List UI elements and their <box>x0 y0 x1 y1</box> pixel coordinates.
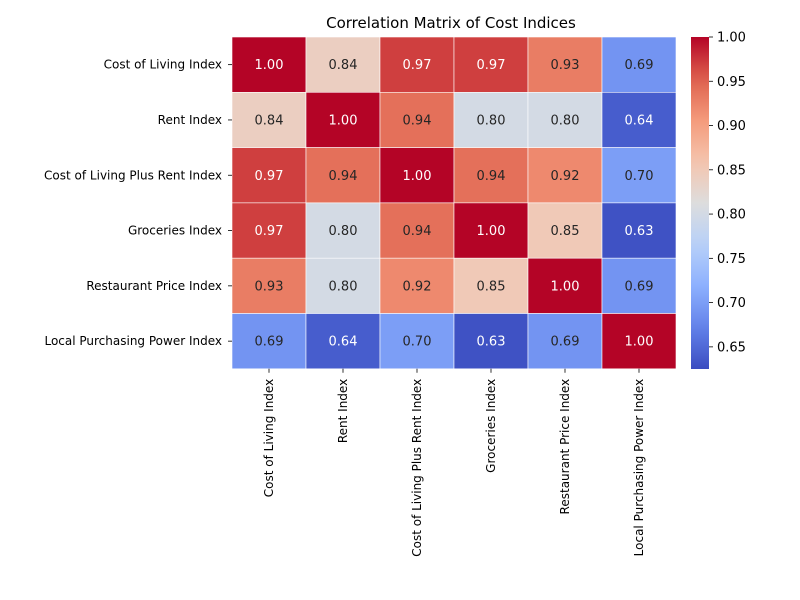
cell-value-label: 0.64 <box>329 335 358 350</box>
y-tick-label: Rent Index <box>158 113 222 127</box>
heatmap-cell <box>231 257 307 314</box>
cell-value-label: 0.69 <box>625 58 654 73</box>
colorbar-tick-label: 0.75 <box>717 252 746 267</box>
heatmap-cell <box>305 92 381 148</box>
cell-value-label: 0.80 <box>329 224 358 239</box>
cell-value-label: 0.63 <box>477 335 506 350</box>
heatmap-cell <box>527 313 603 370</box>
y-tick-label: Cost of Living Index <box>104 58 222 72</box>
heatmap-cells: 1.00 0.84 0.97 0.97 0.93 0.69 0.84 1.00 0.94 0.80… <box>231 36 677 370</box>
heatmap-cell <box>601 313 677 370</box>
cell-value-label: 1.00 <box>255 58 284 73</box>
cell-value-label: 0.92 <box>551 169 580 184</box>
cell-value-label: 0.80 <box>329 279 358 294</box>
heatmap-cell <box>379 202 455 259</box>
cell-value-label: 0.97 <box>255 224 284 239</box>
heatmap-cell <box>305 36 381 93</box>
cell-value-label: 1.00 <box>403 169 432 184</box>
heatmap-cell <box>601 36 677 93</box>
cell-value-label: 1.00 <box>625 335 654 350</box>
cell-value-label: 0.80 <box>477 113 506 128</box>
y-tick-label: Groceries Index <box>128 224 222 238</box>
chart-title: Correlation Matrix of Cost Indices <box>326 14 576 32</box>
heatmap-cell <box>527 36 603 93</box>
cell-value-label: 0.94 <box>403 113 432 128</box>
heatmap-cell <box>601 257 677 314</box>
heatmap-cell <box>231 313 307 370</box>
cell-value-label: 0.69 <box>625 279 654 294</box>
colorbar: 0.65 0.70 0.75 0.80 0.85 0.90 0.95 1.00 <box>691 31 746 369</box>
heatmap-cell <box>527 257 603 314</box>
y-tick-labels: Cost of Living Index Rent Index Cost of Li… <box>44 58 232 348</box>
cell-value-label: 0.92 <box>403 279 432 294</box>
x-tick-label: Groceries Index <box>484 379 498 473</box>
cell-value-label: 0.93 <box>551 58 580 73</box>
cell-value-label: 0.80 <box>551 113 580 128</box>
colorbar-tick-label: 0.70 <box>717 296 746 311</box>
x-tick-label: Restaurant Price Index <box>558 379 572 515</box>
x-tick-label: Rent Index <box>336 379 350 443</box>
cell-value-label: 0.97 <box>255 169 284 184</box>
heatmap-cell <box>453 257 529 314</box>
heatmap-cell <box>231 36 307 93</box>
cell-value-label: 0.97 <box>403 58 432 73</box>
cell-value-label: 0.70 <box>625 169 654 184</box>
heatmap-cell <box>601 92 677 148</box>
heatmap-cell <box>527 202 603 259</box>
heatmap-cell <box>453 92 529 148</box>
cell-value-label: 0.84 <box>329 58 358 73</box>
heatmap-cell <box>231 147 307 204</box>
cell-value-label: 0.94 <box>329 169 358 184</box>
cell-value-label: 1.00 <box>477 224 506 239</box>
cell-value-label: 1.00 <box>551 279 580 294</box>
cell-value-label: 1.00 <box>329 113 358 128</box>
cell-value-label: 0.97 <box>477 58 506 73</box>
heatmap-cell <box>453 147 529 204</box>
cell-value-label: 0.69 <box>551 335 580 350</box>
colorbar-tick-label: 0.85 <box>717 163 746 178</box>
cell-value-label: 0.85 <box>551 224 580 239</box>
heatmap-cell <box>379 257 455 314</box>
cell-value-label: 0.94 <box>477 169 506 184</box>
colorbar-tick-label: 0.95 <box>717 75 746 90</box>
y-tick-label: Local Purchasing Power Index <box>44 334 222 348</box>
x-tick-label: Cost of Living Plus Rent Index <box>410 379 424 557</box>
x-tick-label: Local Purchasing Power Index <box>632 379 646 557</box>
colorbar-tick-label: 1.00 <box>717 31 746 46</box>
cell-value-label: 0.94 <box>403 224 432 239</box>
y-tick-label: Cost of Living Plus Rent Index <box>44 168 222 182</box>
colorbar-tick-label: 0.65 <box>717 340 746 355</box>
heatmap-cell <box>231 202 307 259</box>
cell-value-label: 0.93 <box>255 279 284 294</box>
cell-value-label: 0.69 <box>255 335 284 350</box>
heatmap-cell <box>379 147 455 204</box>
x-tick-label: Cost of Living Index <box>262 379 276 497</box>
cell-value-label: 0.84 <box>255 113 284 128</box>
heatmap-cell <box>305 202 381 259</box>
cell-value-label: 0.63 <box>625 224 654 239</box>
heatmap-cell <box>601 147 677 204</box>
colorbar-tick-label: 0.90 <box>717 119 746 134</box>
heatmap-cell <box>601 202 677 259</box>
cell-value-label: 0.70 <box>403 335 432 350</box>
heatmap-cell <box>305 147 381 204</box>
x-tick-labels: Cost of Living Index Rent Index Cost of Li… <box>262 368 646 557</box>
colorbar-tick-label: 0.80 <box>717 208 746 223</box>
colorbar-gradient <box>691 37 709 369</box>
heatmap-cell <box>453 36 529 93</box>
heatmap-cell <box>453 202 529 259</box>
cell-value-label: 0.64 <box>625 113 654 128</box>
y-tick-label: Restaurant Price Index <box>86 279 222 293</box>
heatmap-cell <box>527 147 603 204</box>
cell-value-label: 0.85 <box>477 279 506 294</box>
heatmap-cell <box>379 36 455 93</box>
